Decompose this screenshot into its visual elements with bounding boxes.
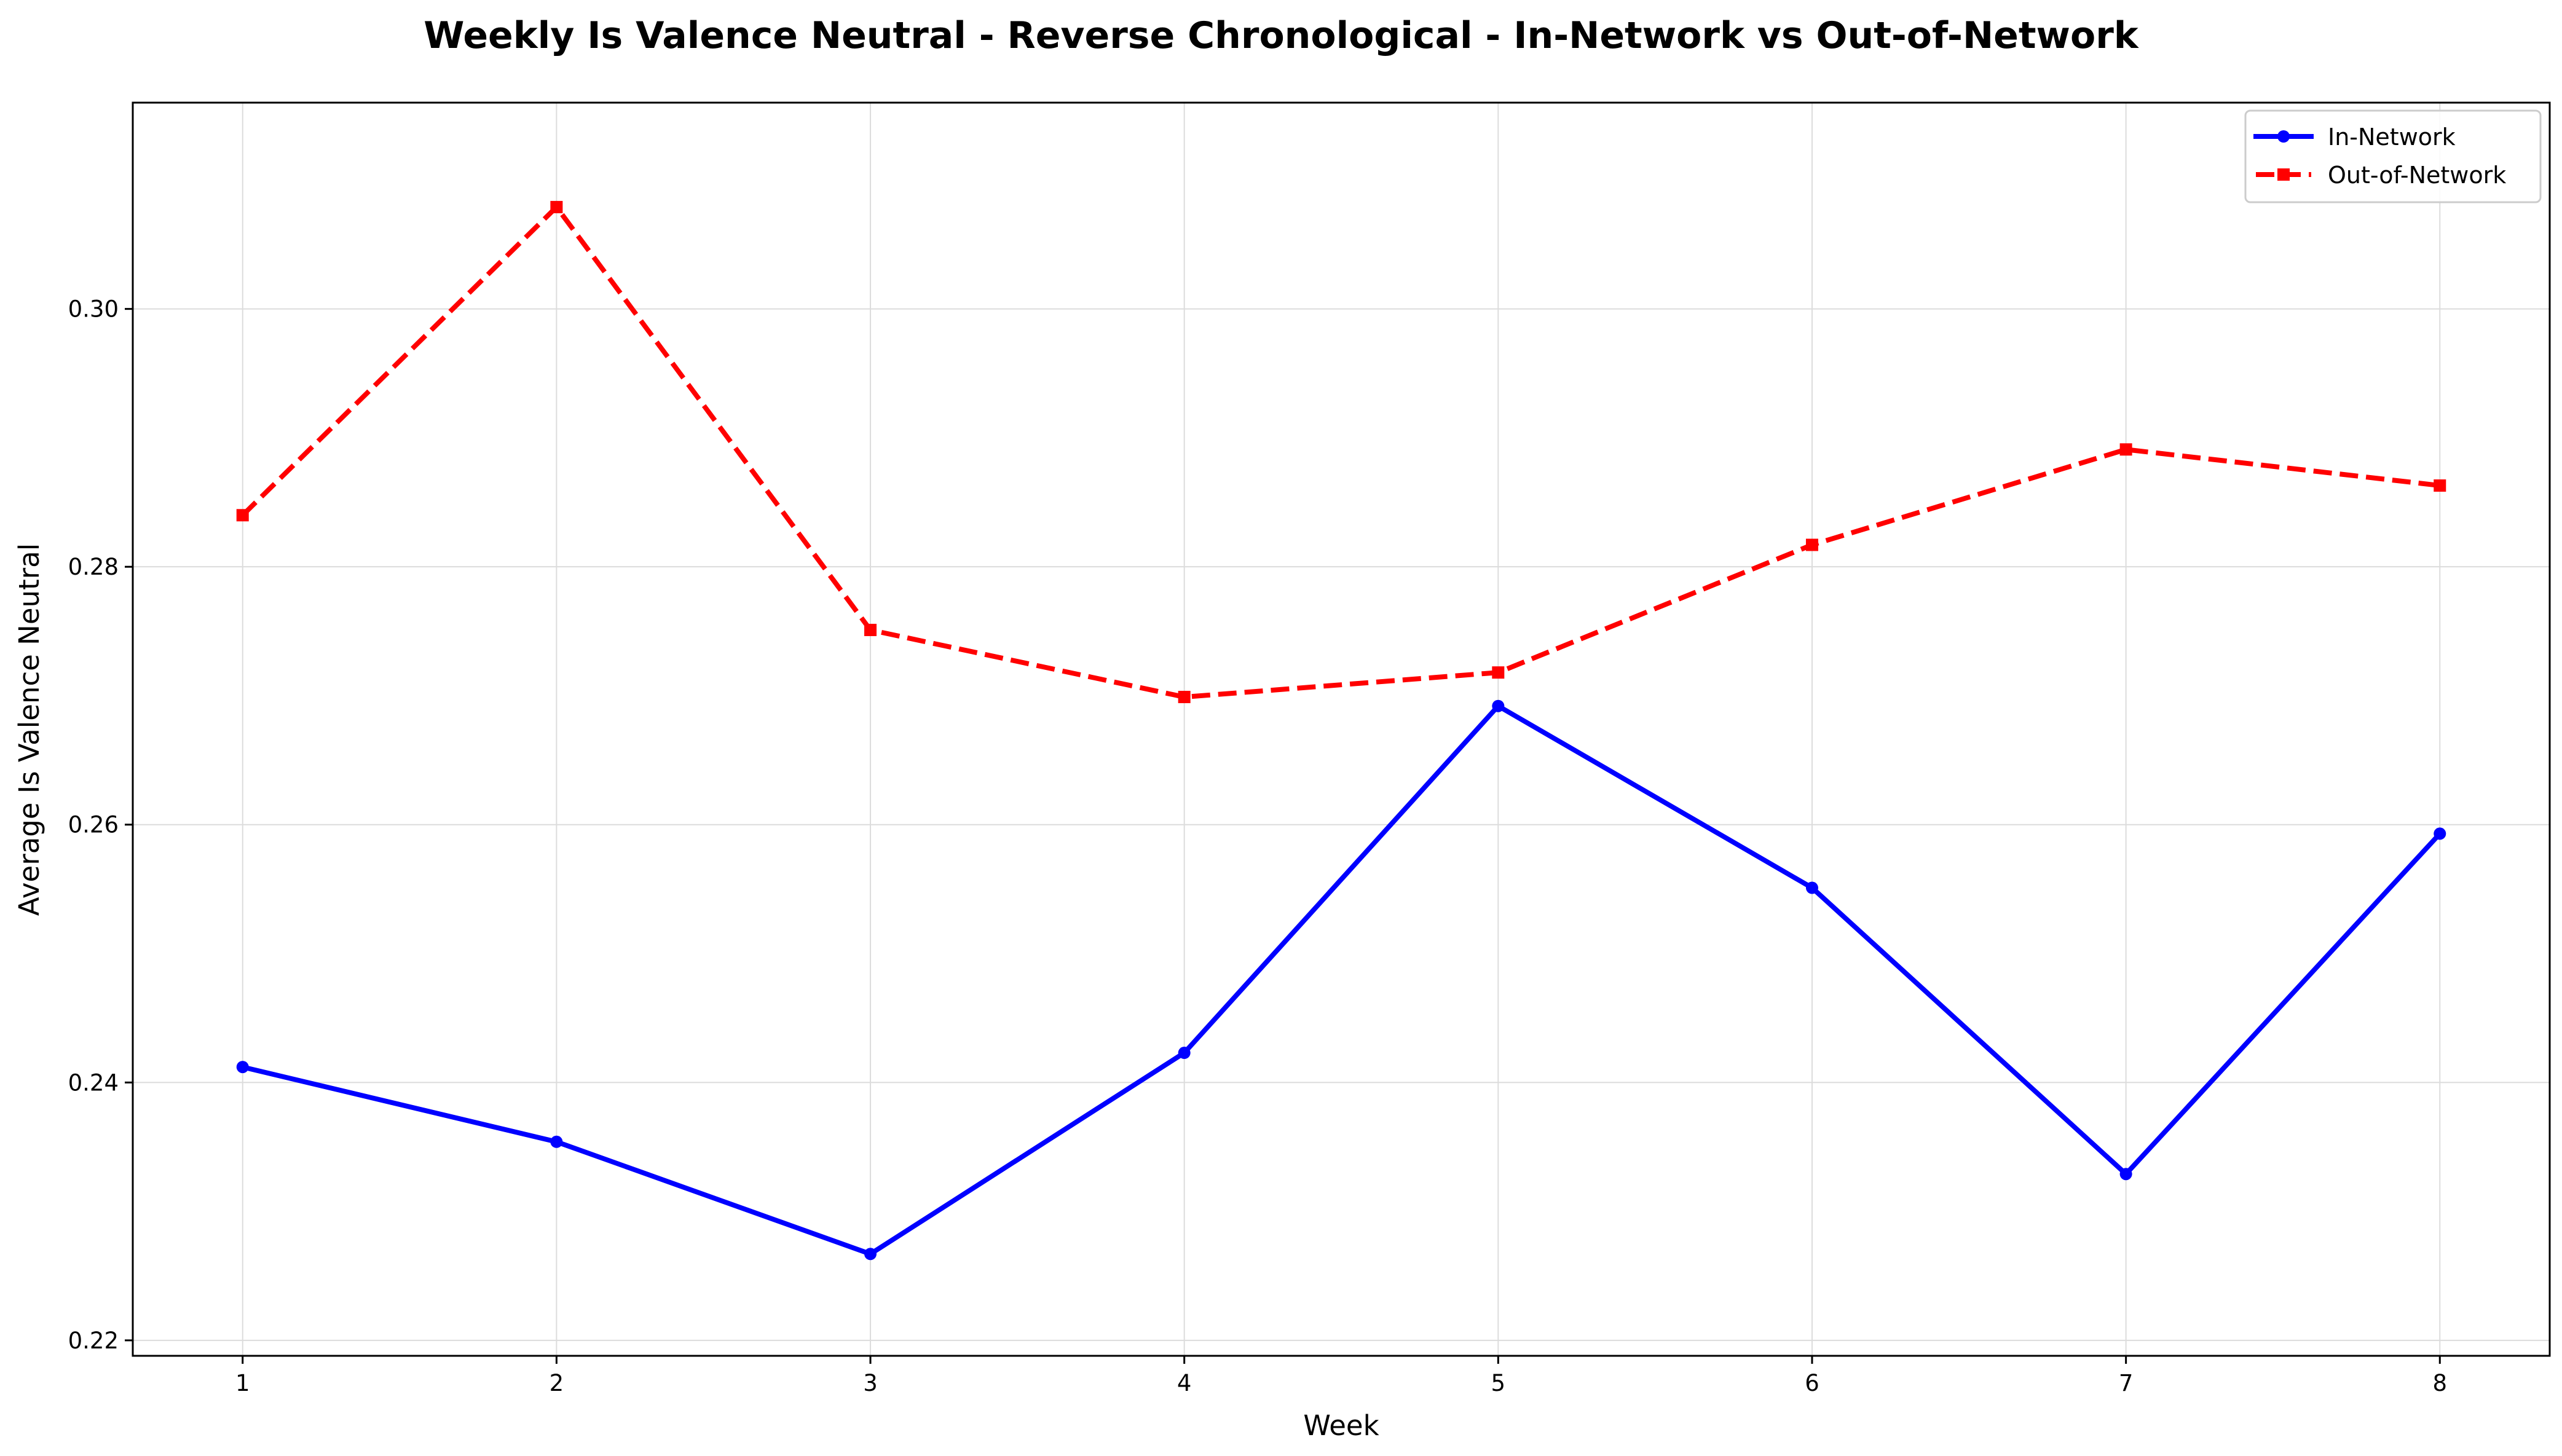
series-line-in-network (240, 703, 2443, 1257)
data-point-out-of-network (550, 200, 563, 213)
data-point-out-of-network (1492, 666, 1505, 679)
series-line-out-of-network (240, 204, 2440, 700)
legend: In-Network Out-of-Network (2244, 109, 2542, 203)
y-tick-label: 0.30 (68, 296, 119, 323)
x-tick-label: 8 (2432, 1370, 2447, 1396)
plot-frame (132, 101, 2551, 1357)
x-tick-label: 3 (863, 1370, 878, 1396)
y-axis-label: Average Is Valence Neutral (13, 543, 45, 916)
legend-entry-out-of-network: Out-of-Network (2256, 162, 2506, 189)
x-tick-label: 6 (1805, 1370, 1819, 1396)
legend-entry-in-network: In-Network (2253, 124, 2456, 151)
legend-label-out-of-network: Out-of-Network (2328, 162, 2506, 189)
data-point-in-network (550, 1135, 563, 1148)
x-tick-label: 7 (2119, 1370, 2134, 1396)
data-point-in-network (864, 1248, 877, 1261)
legend-box (2244, 109, 2542, 203)
x-axis-ticks: 1 2 3 4 5 6 7 8 (235, 1356, 2447, 1396)
y-tick-label: 0.28 (68, 554, 119, 580)
grid-lines (133, 103, 2550, 1356)
data-point-in-network (1178, 1047, 1191, 1060)
data-point-out-of-network (864, 623, 877, 636)
y-tick-label: 0.22 (68, 1328, 119, 1354)
data-point-out-of-network (1805, 538, 1818, 551)
data-point-in-network (2119, 1168, 2132, 1181)
x-axis-label: Week (1303, 1409, 1379, 1442)
x-tick-label: 5 (1491, 1370, 1506, 1396)
y-axis-ticks: 0.22 0.24 0.26 0.28 0.30 (68, 296, 133, 1354)
data-point-in-network (1805, 881, 1818, 894)
legend-marker-out-of-network (2277, 168, 2290, 181)
x-tick-label: 4 (1177, 1370, 1192, 1396)
data-point-out-of-network (236, 509, 249, 522)
chart-title: Weekly Is Valence Neutral - Reverse Chro… (424, 14, 2139, 57)
series-group (236, 200, 2446, 1261)
y-tick-label: 0.24 (68, 1069, 119, 1096)
data-point-in-network (1492, 699, 1505, 712)
data-point-out-of-network (2434, 479, 2446, 492)
x-tick-label: 2 (550, 1370, 564, 1396)
data-point-out-of-network (1178, 691, 1191, 704)
x-tick-label: 1 (235, 1370, 250, 1396)
data-point-in-network (236, 1061, 249, 1074)
legend-label-in-network: In-Network (2328, 124, 2456, 151)
y-tick-label: 0.26 (68, 812, 119, 838)
data-point-in-network (2434, 827, 2446, 840)
data-point-out-of-network (2119, 443, 2132, 456)
legend-marker-in-network (2277, 130, 2290, 143)
